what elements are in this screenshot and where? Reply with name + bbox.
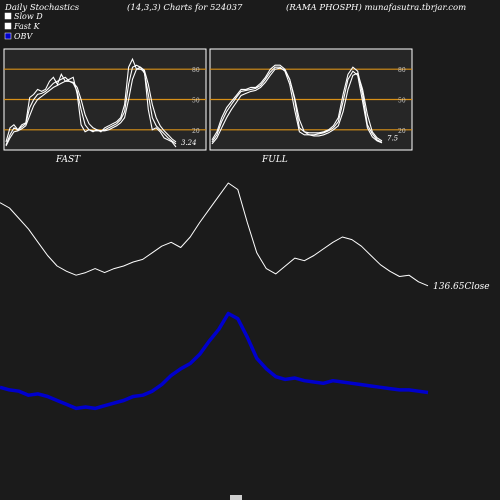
level-label: 80: [192, 67, 200, 74]
legend-swatch-2: [4, 32, 12, 40]
panel-label: FAST: [55, 155, 81, 165]
scroll-marker: [230, 495, 242, 500]
chart-title: Daily Stochastics: [5, 3, 80, 13]
stoch-line: [211, 64, 383, 143]
last-value-label: 7.5: [387, 134, 399, 142]
legend-label-0: Slow D: [14, 12, 43, 21]
chart-source: (RAMA PHOSPH) munafasutra.tbrjar.com: [286, 3, 467, 13]
level-label: 20: [398, 128, 406, 135]
stoch-line: [5, 64, 177, 146]
panel-label: FULL: [261, 155, 288, 165]
stoch-line: [5, 66, 177, 147]
level-label: 20: [192, 128, 200, 135]
chart-params: (14,3,3) Charts for 524037: [127, 3, 243, 13]
level-label: 50: [192, 98, 200, 105]
last-value-label: 3.24: [181, 139, 197, 147]
stoch-line: [211, 66, 383, 144]
close-label: 136.65Close: [433, 282, 490, 292]
legend-label-2: OBV: [14, 32, 33, 41]
level-label: 50: [398, 98, 406, 105]
stoch-line: [211, 67, 383, 145]
legend-swatch-0: [4, 12, 12, 20]
level-label: 80: [398, 67, 406, 74]
legend-label-1: Fast K: [13, 22, 41, 31]
legend-swatch-1: [4, 22, 12, 30]
obv-line: [0, 311, 429, 411]
price-line: [0, 182, 429, 287]
